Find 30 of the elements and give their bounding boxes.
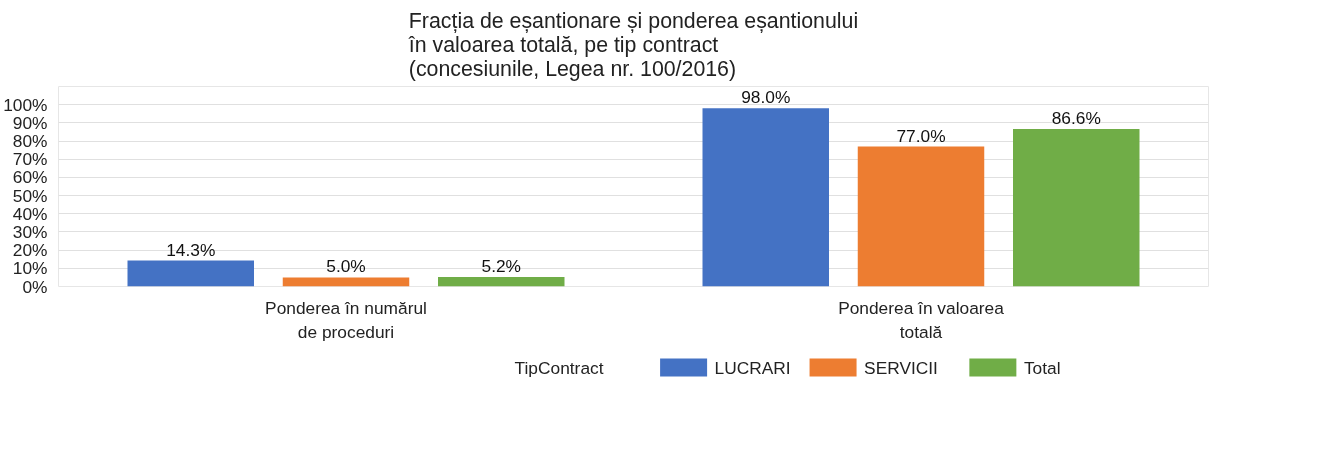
bar	[127, 260, 254, 287]
legend-label: LUCRARI	[714, 357, 791, 378]
legend-label: SERVICII	[864, 357, 938, 378]
chart-title: Fracția de eșantionare și ponderea eșantionului în valoarea totală, pe tip contract (concesiunile, Legea nr. 100/2016)	[407, 8, 859, 81]
bar	[702, 108, 829, 287]
bar	[282, 277, 410, 287]
y-tick-label: 40%	[12, 203, 48, 224]
y-tick-label: 30%	[12, 221, 48, 242]
y-tick-label: 90%	[12, 112, 48, 133]
data-label: 14.3%	[166, 239, 216, 260]
data-label: 5.2%	[481, 256, 521, 277]
legend-title: TipContract	[514, 357, 604, 378]
x-tick-label: Ponderea în valoarea totală	[838, 297, 1005, 342]
y-tick-label: 100%	[3, 94, 48, 115]
data-label: 77.0%	[896, 125, 946, 146]
bar	[857, 146, 985, 287]
data-label: 86.6%	[1051, 108, 1101, 129]
y-tick-label: 80%	[12, 131, 48, 152]
y-tick-label: 60%	[12, 167, 48, 188]
x-tick-label: Ponderea în numărul de proceduri	[265, 297, 427, 342]
data-label: 98.0%	[741, 87, 791, 108]
data-label: 5.0%	[326, 256, 366, 277]
y-tick-label: 0%	[22, 276, 48, 297]
y-tick-label: 20%	[12, 240, 48, 261]
y-tick-label: 50%	[12, 185, 48, 206]
bar	[438, 277, 565, 287]
bar	[1013, 129, 1140, 287]
y-tick-label: 70%	[12, 149, 48, 170]
legend-label: Total	[1023, 357, 1061, 378]
y-tick-label: 10%	[12, 258, 48, 279]
